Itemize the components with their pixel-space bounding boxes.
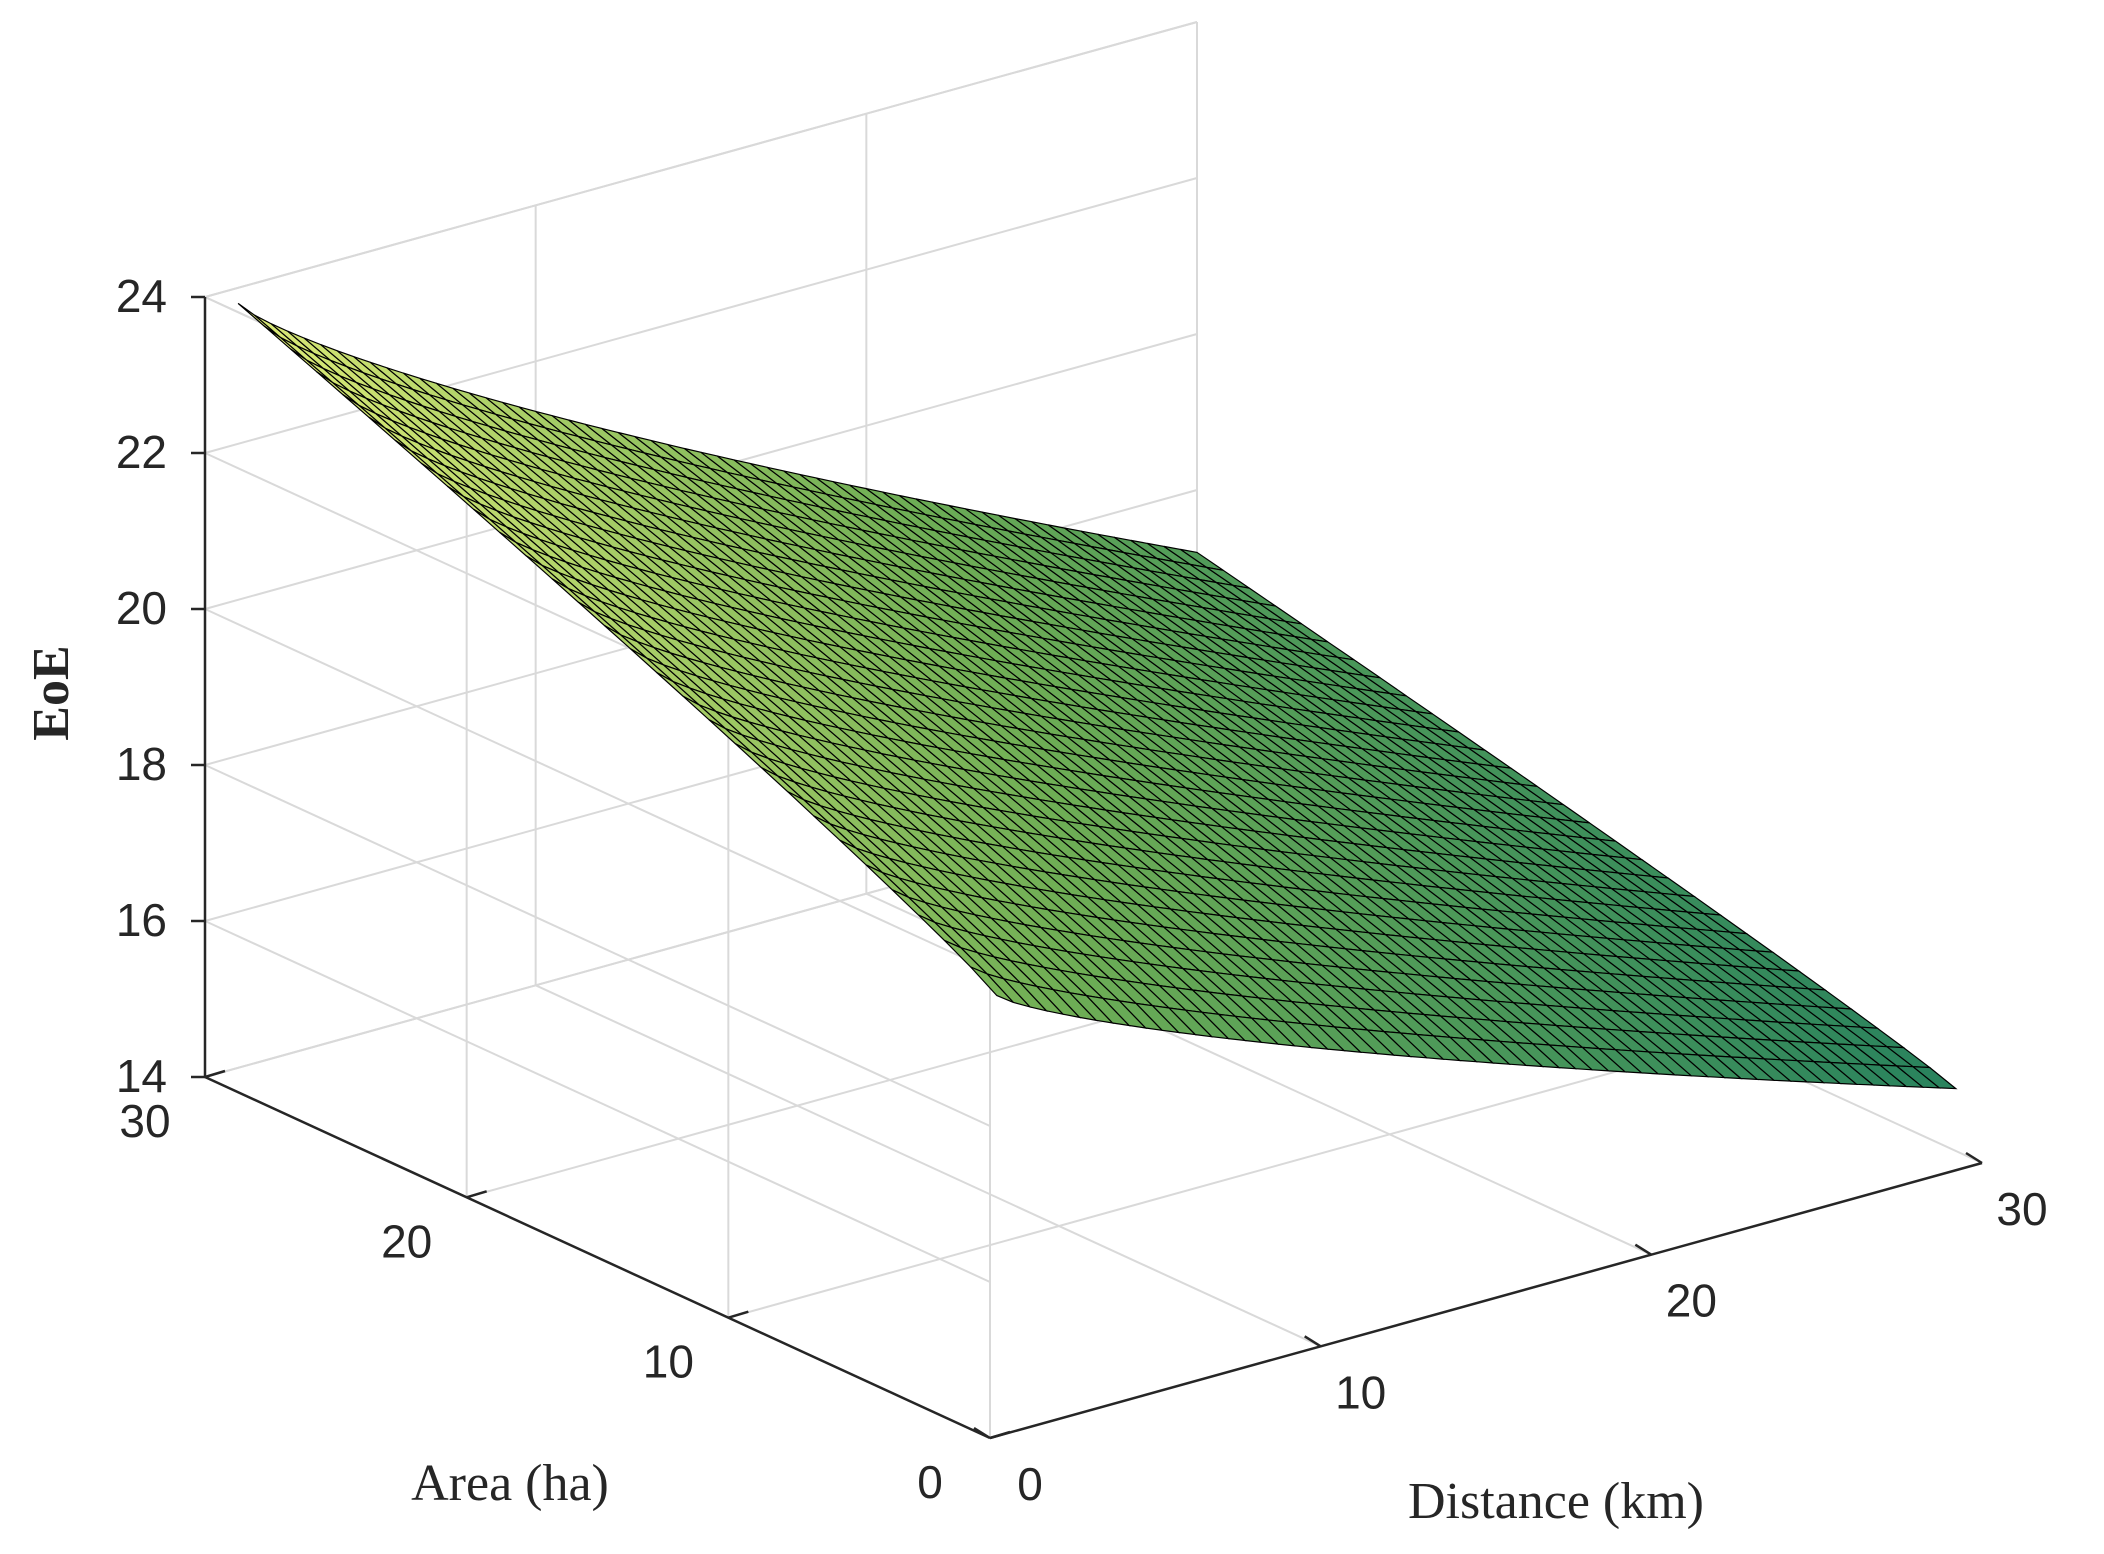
z-tick-label: 16 — [116, 894, 167, 946]
y-tick-label: 20 — [381, 1215, 432, 1267]
x-tick-mark — [1634, 1243, 1652, 1256]
y-axis-label: Area (ha) — [411, 1455, 609, 1512]
back-wall-grid-line — [204, 608, 991, 971]
back-wall-grid-line — [204, 920, 991, 1283]
surface-cell — [254, 314, 298, 347]
y-tick-label: 30 — [119, 1095, 170, 1147]
y-tick-mark — [727, 1310, 749, 1319]
y-tick-label: 0 — [917, 1456, 943, 1508]
y-tick-label: 10 — [643, 1336, 694, 1388]
x-tick-label: 10 — [1335, 1366, 1386, 1418]
x-tick-label: 0 — [1017, 1458, 1043, 1510]
box-edge — [204, 21, 1198, 298]
z-tick-label: 22 — [116, 426, 167, 478]
y-axis-line — [204, 1075, 991, 1440]
surface-cell — [1911, 1066, 1958, 1090]
back-wall-grid-line — [204, 764, 991, 1127]
z-tick-label: 18 — [116, 738, 167, 790]
x-tick-label: 20 — [1666, 1275, 1717, 1327]
x-tick-mark — [973, 1426, 991, 1440]
z-axis-label: EoE — [23, 645, 80, 740]
surface-plot — [237, 302, 1958, 1090]
z-tick-label: 24 — [116, 270, 167, 322]
y-tick-mark — [466, 1190, 488, 1199]
floor-grid-line — [535, 984, 1322, 1348]
z-tick-label: 20 — [116, 582, 167, 634]
x-axis-line — [989, 1161, 1983, 1440]
y-tick-mark — [204, 1069, 226, 1079]
floor-grid-line — [728, 1041, 1721, 1319]
x-tick-mark — [1304, 1335, 1322, 1348]
side-wall-grid-line — [204, 177, 1198, 454]
y-tick-mark — [989, 1430, 1011, 1440]
chart-axes — [191, 295, 1983, 1440]
x-axis-label: Distance (km) — [1408, 1473, 1704, 1530]
x-tick-label: 30 — [1996, 1183, 2047, 1235]
x-tick-mark — [1965, 1151, 1983, 1165]
z-tick-label: 14 — [116, 1050, 167, 1102]
